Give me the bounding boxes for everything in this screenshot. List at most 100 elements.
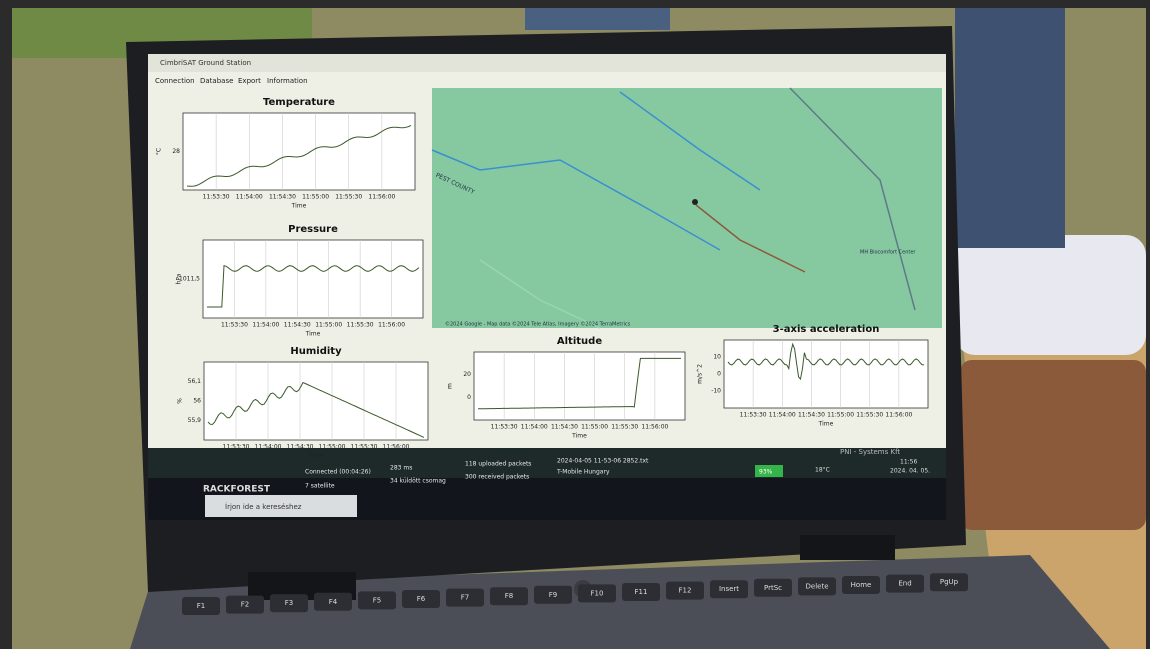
key-label: F11 — [635, 588, 648, 596]
y-axis-label: m — [447, 383, 454, 389]
brand-label: RACKFOREST — [203, 485, 271, 495]
key-label: F1 — [197, 602, 205, 610]
y-axis-label: hPa — [176, 273, 183, 284]
x-tick-label: 11:56:00 — [383, 444, 410, 451]
x-tick-label: 11:53:30 — [223, 444, 250, 451]
key-label: F9 — [549, 591, 557, 599]
x-tick-label: 11:53:30 — [221, 322, 248, 329]
menu-item[interactable]: Information — [267, 77, 308, 85]
plot-area — [474, 352, 685, 420]
chart-title: Altitude — [557, 336, 602, 347]
x-tick-label: 11:54:30 — [287, 444, 314, 451]
x-tick-label: 11:55:00 — [827, 412, 854, 419]
person — [955, 8, 1065, 248]
status-text: 283 ms — [390, 465, 412, 472]
y-tick-label: 0 — [717, 371, 721, 378]
x-axis-label: Time — [291, 203, 307, 210]
x-tick-label: 11:54:00 — [252, 322, 279, 329]
x-tick-label: 11:56:00 — [885, 412, 912, 419]
plot-area — [204, 362, 428, 440]
x-axis-label: Time — [818, 421, 834, 428]
map-attribution: ©2024 Google - Map data ©2024 Tele Atlas… — [445, 321, 631, 328]
key-label: Delete — [806, 582, 829, 590]
key-label: PgUp — [940, 578, 959, 586]
key-label: F6 — [417, 595, 426, 603]
x-tick-label: 11:55:00 — [302, 194, 329, 201]
person — [525, 8, 670, 30]
x-tick-label: 11:54:00 — [236, 194, 263, 201]
chart-title: 3-axis acceleration — [773, 324, 880, 335]
search-placeholder[interactable]: Írjon ide a kereséshez — [225, 502, 302, 511]
map-label: MH Biocomfort Center — [860, 250, 916, 256]
chart-title: Temperature — [263, 97, 335, 108]
plot-area — [203, 240, 423, 318]
hinge — [800, 535, 895, 560]
key-label: F4 — [329, 598, 338, 606]
status-text: 300 received packets — [465, 474, 529, 481]
x-tick-label: 11:54:00 — [769, 412, 796, 419]
laptop-label: PNI - Systems Kft — [840, 448, 900, 456]
status-text: 7 satellite — [305, 483, 335, 490]
key-label: F5 — [373, 596, 381, 604]
x-tick-label: 11:56:00 — [368, 194, 395, 201]
key-label: F8 — [505, 592, 513, 600]
key-label: F7 — [461, 594, 469, 602]
status-text: 2024-04-05 11-53-06 2852.txt — [557, 458, 649, 465]
x-tick-label: 11:54:00 — [255, 444, 282, 451]
status-text: T-Mobile Hungary — [556, 469, 610, 476]
map — [432, 88, 942, 328]
x-tick-label: 11:56:00 — [378, 322, 405, 329]
y-tick-label: 28 — [172, 148, 180, 155]
menu-item[interactable]: Database — [200, 77, 233, 85]
status-text: 34 küldött csomag — [390, 478, 446, 485]
key-label: F10 — [591, 589, 604, 597]
key-label: F12 — [679, 587, 692, 595]
key-label: F2 — [241, 601, 249, 609]
x-axis-label: Time — [308, 453, 324, 460]
x-tick-label: 11:55:00 — [315, 322, 342, 329]
key-label: F3 — [285, 599, 293, 607]
y-tick-label: 20 — [463, 371, 471, 378]
x-tick-label: 11:54:30 — [798, 412, 825, 419]
x-axis-label: Time — [305, 331, 321, 338]
clock-date: 2024. 04. 05. — [890, 468, 930, 475]
y-axis-label: % — [177, 398, 184, 404]
x-tick-label: 11:55:30 — [347, 322, 374, 329]
y-tick-label: -10 — [711, 388, 721, 395]
x-tick-label: 11:54:30 — [284, 322, 311, 329]
y-tick-label: 55,9 — [188, 417, 202, 424]
plot-area — [724, 340, 928, 408]
title-bar — [148, 54, 946, 72]
y-tick-label: 56 — [193, 398, 201, 405]
x-tick-label: 11:55:30 — [611, 424, 638, 431]
chart-title: Humidity — [290, 346, 342, 357]
chart-title: Pressure — [288, 224, 338, 235]
menu-item[interactable]: Export — [238, 77, 261, 85]
key-label: End — [898, 580, 911, 588]
y-axis-label: °C — [156, 148, 163, 155]
x-tick-label: 11:53:30 — [740, 412, 767, 419]
key-label: PrtSc — [764, 584, 782, 592]
bag — [955, 235, 1146, 355]
y-tick-label: 0 — [467, 394, 471, 401]
x-tick-label: 11:55:00 — [581, 424, 608, 431]
status-text: 118 uploaded packets — [465, 461, 531, 468]
status-bar — [148, 448, 946, 478]
battery-label: 93% — [759, 469, 773, 476]
x-axis-label: Time — [571, 433, 587, 440]
plot-area — [183, 113, 415, 190]
y-axis-label: m/s^2 — [697, 364, 704, 384]
x-tick-label: 11:54:30 — [269, 194, 296, 201]
map-marker — [692, 199, 698, 205]
x-tick-label: 11:53:30 — [203, 194, 230, 201]
x-tick-label: 11:54:30 — [551, 424, 578, 431]
key-label: Home — [851, 581, 872, 589]
x-tick-label: 11:55:30 — [856, 412, 883, 419]
x-tick-label: 11:54:00 — [521, 424, 548, 431]
menu-item[interactable]: Connection — [155, 77, 195, 85]
clock-time: 11:56 — [900, 459, 917, 466]
window-title: CimbriSAT Ground Station — [160, 59, 251, 67]
x-tick-label: 11:53:30 — [491, 424, 518, 431]
x-tick-label: 11:55:30 — [351, 444, 378, 451]
x-tick-label: 11:55:00 — [319, 444, 346, 451]
